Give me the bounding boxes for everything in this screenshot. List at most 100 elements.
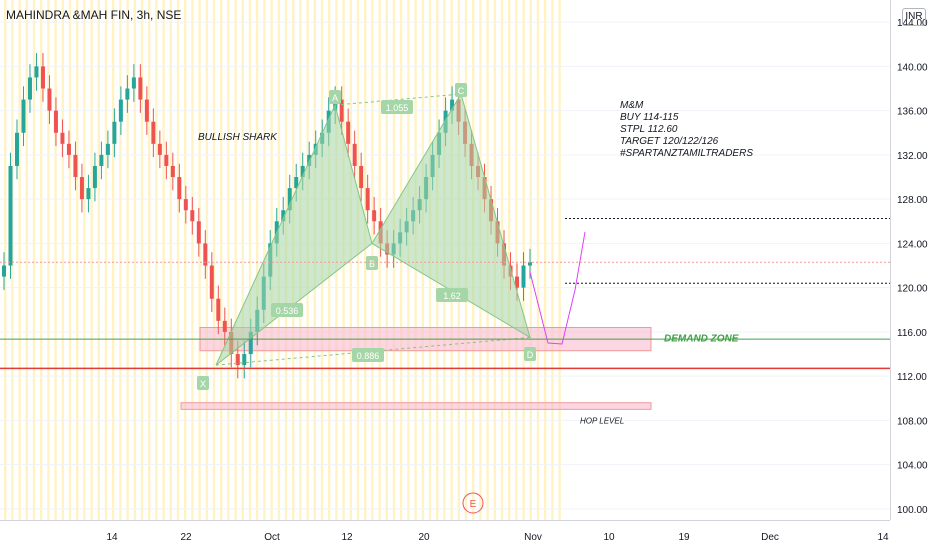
session-stripe [198,0,201,520]
session-stripe [529,0,532,520]
candle-body [144,99,149,122]
candle-body [27,77,32,100]
candle-body [118,99,123,122]
session-stripe [140,0,144,520]
y-tick-label: 144.00 [897,18,928,29]
candle-body [339,99,344,122]
x-tick-label: Dec [761,532,779,543]
pattern-point-label: A [332,93,338,103]
ratio-box [352,348,384,362]
x-tick-label: 19 [678,532,690,543]
projection-path [529,231,586,345]
candle-body [281,210,286,222]
price-axis-bg [891,0,932,550]
candle-body [359,165,364,189]
candle-body [177,177,182,200]
candle-body [235,354,240,366]
candle-body [157,143,162,155]
pattern-point-box [329,90,341,104]
candle-body [105,143,110,155]
session-stripe [97,0,100,520]
candle-body [222,320,227,332]
x-tick-label: 12 [341,532,353,543]
session-stripe [248,0,252,520]
session-stripe [61,0,64,520]
event-marker-circle [462,492,484,514]
note-line: #SPARTANZTAMILTRADERS [620,148,753,159]
session-stripe [234,0,237,520]
candle-body [86,188,91,200]
session-stripe [4,0,7,520]
y-tick-label: 140.00 [897,62,928,73]
x-tick-label: 14 [877,532,889,543]
pattern-point-box [455,83,467,97]
candle-body [196,221,201,244]
pattern-point-label: B [369,259,375,269]
ratio-box [271,303,303,317]
candle-body [216,298,221,321]
session-stripe [47,0,50,520]
session-stripe [76,0,79,520]
ratio-label: 0.536 [276,306,299,316]
candle-body [34,66,39,78]
y-tick-label: 120.00 [897,284,928,295]
y-tick-label: 132.00 [897,151,928,162]
candle-body [138,77,143,100]
session-stripe [176,0,180,520]
session-stripe [112,0,115,520]
y-tick-label: 136.00 [897,107,928,118]
candle-body [242,354,247,366]
session-stripe [256,0,259,520]
pattern-point-box [524,347,536,361]
candle-body [346,121,351,144]
session-stripe [356,0,360,520]
zone-box [180,402,652,410]
session-stripe [184,0,187,520]
candle-body [450,99,455,111]
candle-body [528,262,532,266]
session-stripe [536,0,540,520]
candle-body [294,177,299,189]
session-stripe [133,0,136,520]
candle-body [66,143,71,155]
session-stripe [241,0,244,520]
candle-body [352,143,357,166]
x-tick-label: 10 [603,532,615,543]
session-stripe [220,0,223,520]
ratio-label: 1.055 [386,103,409,113]
session-stripe [104,0,108,520]
candle-body [79,177,84,200]
candle-body [209,265,214,299]
session-stripe [551,0,554,520]
harmonic-pattern-layer: X A B C D 0.536 1.055 1.62 0.886 BULLISH SHARK [197,83,586,390]
x-tick-label: 22 [180,532,192,543]
candle-body [287,188,292,211]
pattern-point-label: X [200,379,206,389]
session-stripe [515,0,518,520]
session-stripe [191,0,194,520]
y-tick-label: 104.00 [897,461,928,472]
note-line: BUY 114-115 [620,112,679,123]
session-stripe [162,0,165,520]
session-stripe [54,0,57,520]
currency-badge[interactable]: INR [902,8,926,26]
session-stripe [148,0,151,520]
candle-body [131,77,136,89]
pattern-name: BULLISH SHARK [198,132,278,143]
candle-body [183,199,188,211]
candle-body [164,154,169,166]
candle-body [73,154,78,178]
session-stripe [227,0,230,520]
candle-body [372,210,377,222]
y-tick-label: 116.00 [897,328,927,339]
session-stripe [558,0,561,520]
session-stripe [18,0,21,520]
candle-body [151,121,156,144]
y-tick-label: 100.00 [897,505,928,516]
x-tick-label: 20 [418,532,430,543]
candle-body [190,210,195,222]
y-tick-label: 124.00 [897,239,928,250]
